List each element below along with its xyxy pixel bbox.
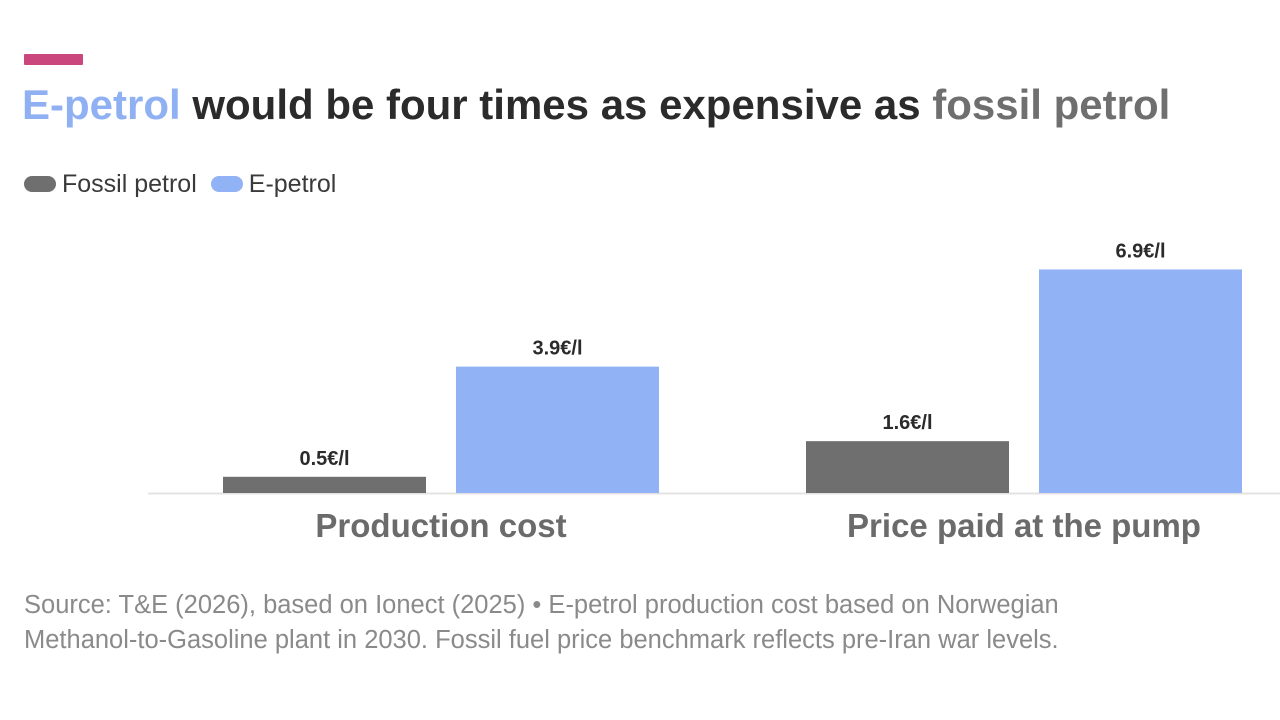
data-label-fossil-1: 1.6€/l [882, 412, 932, 434]
bar-epetrol-1 [1039, 269, 1242, 493]
legend-label-fossil: Fossil petrol [62, 169, 197, 198]
bar-chart: 0.5€/l 3.9€/l Production cost 1.6€/l 6.9€/l P… [148, 240, 1280, 544]
category-label-0: Production cost [315, 507, 566, 544]
chart-title: E-petrol would be four times as expensiv… [22, 81, 1278, 129]
title-middle: would be four times as expensive as [180, 81, 933, 128]
legend-label-epetrol: E-petrol [248, 169, 337, 198]
data-label-fossil-0: 0.5€/l [299, 448, 349, 470]
source-note: Source: T&E (2026), based on Ionect (202… [24, 588, 1274, 658]
legend-swatch-epetrol [210, 176, 243, 192]
data-label-epetrol-1: 6.9€/l [1115, 240, 1165, 262]
source-line-1: Source: T&E (2026), based on Ionect (202… [24, 591, 1059, 619]
source-line-2: Methanol-to-Gasoline plant in 2030. Foss… [24, 626, 1059, 654]
title-highlight-epetrol: E-petrol [22, 81, 181, 128]
bar-fossil-0 [223, 476, 426, 493]
bar-epetrol-0 [456, 366, 659, 493]
bar-fossil-1 [806, 441, 1009, 493]
legend-item-epetrol: E-petrol [210, 169, 337, 199]
data-label-epetrol-0: 3.9€/l [532, 338, 582, 360]
category-label-1: Price paid at the pump [847, 507, 1201, 544]
title-highlight-fossil: fossil petrol [932, 81, 1171, 128]
accent-line [24, 54, 83, 65]
legend: Fossil petrol E-petrol [24, 168, 350, 200]
legend-swatch-fossil [24, 176, 56, 192]
legend-item-fossil: Fossil petrol [24, 170, 197, 199]
